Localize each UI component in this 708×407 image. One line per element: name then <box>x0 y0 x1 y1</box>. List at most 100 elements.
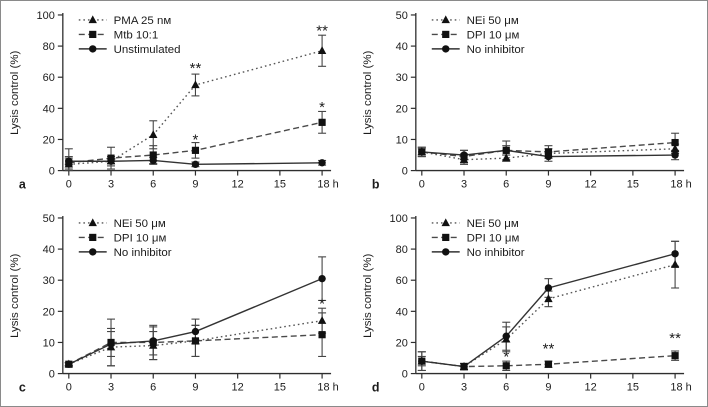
y-tick-label: 10 <box>396 134 408 146</box>
circle-marker <box>442 45 450 53</box>
y-axis-title: Lysis control (%) <box>9 50 21 134</box>
square-marker <box>318 118 326 126</box>
y-tick-label: 80 <box>396 244 408 256</box>
square-marker <box>671 351 679 359</box>
x-tick-label: 12 <box>232 179 244 191</box>
y-tick-label: 40 <box>43 244 55 256</box>
y-tick-label: 10 <box>43 337 55 349</box>
circle-marker <box>318 274 326 282</box>
y-tick-label: 40 <box>396 306 408 318</box>
y-axis-title: Lysis control (%) <box>9 253 21 337</box>
square-marker <box>544 148 553 156</box>
circle-marker <box>442 247 450 256</box>
legend-item: NEi 50 μᴍ <box>431 15 519 27</box>
circle-marker <box>460 151 468 159</box>
legend-item: Unstimulated <box>78 44 181 56</box>
square-marker <box>89 233 97 241</box>
square-marker <box>191 336 200 344</box>
triangle-marker <box>502 153 511 162</box>
x-tick-label: 0 <box>66 179 72 191</box>
significance-marker: * <box>319 295 325 312</box>
circle-marker <box>107 339 115 348</box>
significance-marker: * <box>503 348 509 365</box>
circle-marker <box>65 360 73 368</box>
square-marker <box>544 360 553 368</box>
legend-item: PMA 25 nᴍ <box>78 15 172 27</box>
legend-label: No inhibitor <box>467 44 525 56</box>
legend-label: PMA 25 nᴍ <box>114 15 172 27</box>
triangle-marker <box>441 15 450 24</box>
circle-marker <box>149 336 157 345</box>
legend-label: NEi 50 μᴍ <box>467 15 519 27</box>
significance-marker: * <box>319 99 325 116</box>
x-tick-label: 3 <box>461 381 467 393</box>
legend-item: NEi 50 μᴍ <box>431 217 519 229</box>
circle-marker <box>191 327 200 335</box>
panel-letter: a <box>19 178 26 192</box>
square-marker <box>442 30 450 39</box>
square-marker <box>502 361 510 369</box>
chart-svg-c: 0 10 20 30 40 50 0 3 6 9 12 15 18 h Lysis control (%)… <box>9 212 339 394</box>
y-tick-label: 100 <box>37 10 55 22</box>
legend-label: NEi 50 μᴍ <box>114 217 166 229</box>
y-tick-label: 50 <box>43 212 55 224</box>
x-tick-label: 9 <box>192 381 198 393</box>
circle-marker <box>191 160 200 169</box>
x-tick-label: 18 h <box>670 381 691 393</box>
circle-marker <box>65 157 73 165</box>
x-tick-label: 3 <box>108 381 114 393</box>
y-axis-title: Lysis control (%) <box>362 253 374 337</box>
square-marker <box>149 151 157 159</box>
triangle-marker <box>88 15 97 24</box>
circle-marker <box>149 156 157 165</box>
legend-item: No inhibitor <box>431 44 525 56</box>
circle-marker <box>671 249 679 257</box>
y-tick-label: 20 <box>396 103 408 115</box>
panel-letter: c <box>19 380 26 394</box>
x-tick-label: 18 h <box>317 179 338 191</box>
circle-marker <box>544 152 553 161</box>
square-marker <box>191 146 200 154</box>
legend-item: DPI 10 μᴍ <box>431 29 520 41</box>
chart-panel-a: 0 20 40 60 80 100 0 3 6 9 12 15 18 h Lysis control (%… <box>1 1 354 204</box>
legend-label: DPI 10 μᴍ <box>467 29 520 41</box>
square-marker <box>89 30 97 39</box>
chart-svg-a: 0 20 40 60 80 100 0 3 6 9 12 15 18 h Lysis control (%… <box>9 10 339 192</box>
x-tick-label: 6 <box>150 381 156 393</box>
legend-label: Mtb 10:1 <box>114 29 159 41</box>
legend-item: NEi 50 μᴍ <box>78 217 166 229</box>
y-tick-label: 20 <box>43 306 55 318</box>
circle-marker <box>544 283 553 292</box>
x-tick-label: 9 <box>545 179 551 191</box>
panel-letter: d <box>372 380 380 394</box>
legend-item: DPI 10 μᴍ <box>431 232 519 244</box>
circle-marker <box>107 157 115 165</box>
legend-item: Mtb 10:1 <box>78 29 159 41</box>
triangle-marker <box>191 80 200 89</box>
y-tick-label: 0 <box>402 368 408 380</box>
legend-item: No inhibitor <box>78 246 172 258</box>
circle-marker <box>418 356 426 365</box>
x-tick-label: 9 <box>545 381 551 393</box>
significance-marker: ** <box>190 60 202 77</box>
y-tick-label: 100 <box>390 212 408 224</box>
x-tick-label: 3 <box>461 179 467 191</box>
square-marker <box>442 233 450 241</box>
y-tick-label: 60 <box>43 72 55 84</box>
triangle-marker <box>670 144 680 152</box>
x-tick-label: 9 <box>192 179 198 191</box>
legend-label: NEi 50 μᴍ <box>467 217 519 229</box>
circle-marker <box>89 247 97 256</box>
x-tick-label: 0 <box>419 179 425 191</box>
x-tick-label: 6 <box>503 179 509 191</box>
triangle-marker <box>317 315 327 324</box>
chart-panel-d: 0 20 40 60 80 100 0 3 6 9 12 15 18 h Lysis control (%… <box>354 204 707 407</box>
circle-marker <box>502 332 510 340</box>
x-tick-label: 0 <box>66 381 72 393</box>
triangle-marker <box>88 217 97 226</box>
y-tick-label: 20 <box>396 337 408 349</box>
chart-svg-b: 0 10 20 30 40 50 0 3 6 9 12 15 18 h Lysis control (%)… <box>362 10 692 192</box>
y-tick-label: 0 <box>402 166 408 178</box>
y-tick-label: 80 <box>43 41 55 53</box>
x-tick-label: 18 h <box>317 381 338 393</box>
